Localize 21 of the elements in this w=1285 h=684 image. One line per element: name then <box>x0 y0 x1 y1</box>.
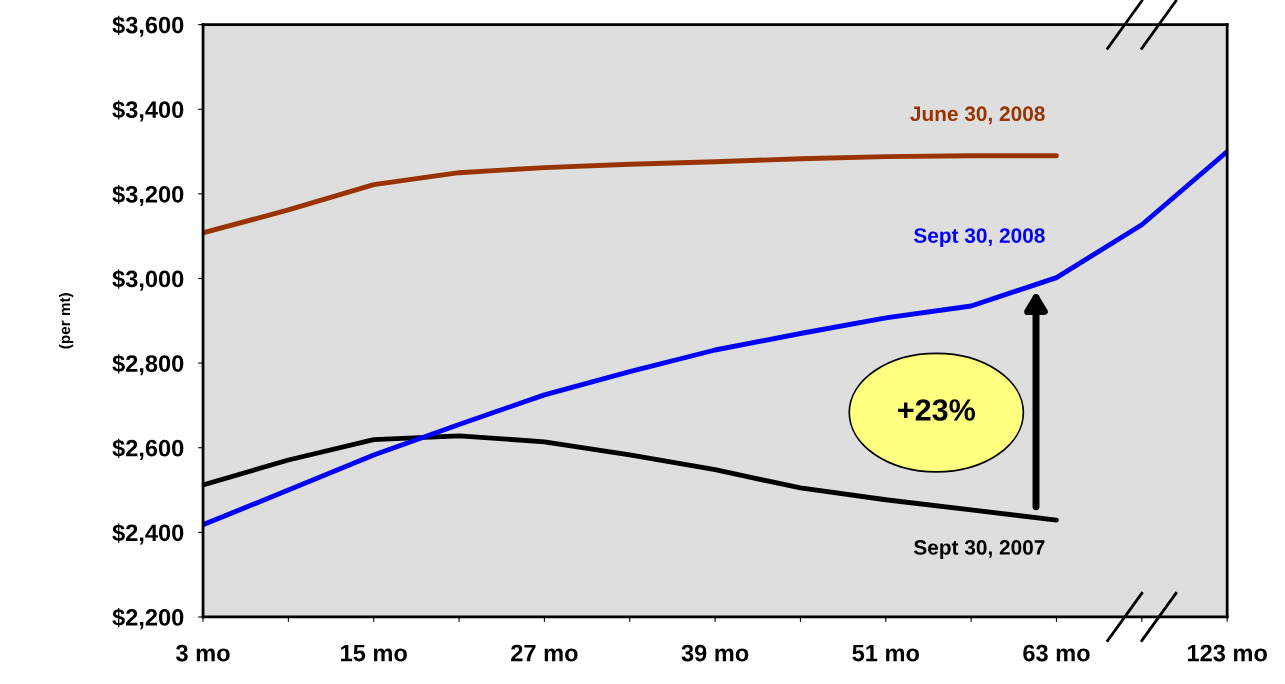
x-tick-label: 123 mo <box>1187 644 1267 662</box>
y-tick-label: $2,400 <box>112 523 184 545</box>
series-label: Sept 30, 2008 <box>913 228 1045 248</box>
line-series <box>203 149 1228 528</box>
x-tick-label: 3 mo <box>176 644 230 662</box>
x-tick-label: 51 mo <box>852 644 919 662</box>
y-tick-label: $2,600 <box>112 438 184 460</box>
y-tick-label: $3,200 <box>112 184 184 207</box>
x-tick-label: 39 mo <box>681 644 749 662</box>
y-tick-label: $3,000 <box>112 269 184 291</box>
x-tick-label: 27 mo <box>511 644 578 662</box>
y-tick-label: $3,400 <box>112 100 184 122</box>
series-label: June 30, 2008 <box>910 106 1045 125</box>
y-tick-label: $2,800 <box>112 354 184 376</box>
x-tick-label: 15 mo <box>341 644 407 662</box>
series-label: Sept 30, 2007 <box>913 540 1045 559</box>
annotation: +23% <box>898 399 976 421</box>
y-tick-label: $3,600 <box>112 15 184 37</box>
y-axis-title: (per mt) <box>58 293 74 349</box>
x-tick-label: 63 mo <box>1023 644 1090 662</box>
y-tick-label: $2,200 <box>112 608 184 630</box>
